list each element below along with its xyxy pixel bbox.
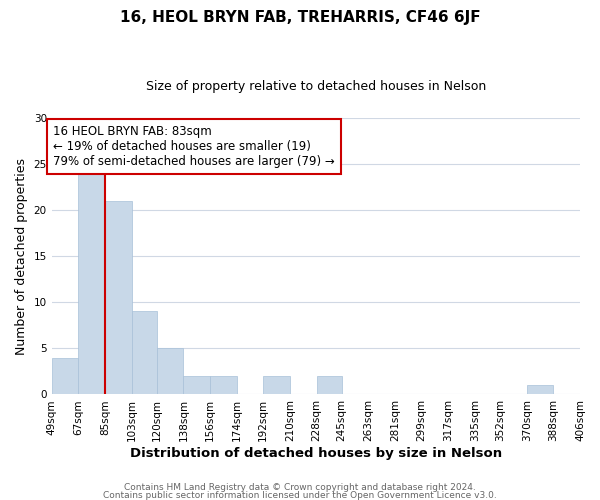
Bar <box>317 376 342 394</box>
Text: Contains HM Land Registry data © Crown copyright and database right 2024.: Contains HM Land Registry data © Crown c… <box>124 484 476 492</box>
Bar <box>263 376 290 394</box>
Bar <box>79 164 105 394</box>
Bar <box>527 385 553 394</box>
Bar <box>157 348 184 395</box>
Bar <box>52 358 79 395</box>
Bar <box>184 376 210 394</box>
Title: Size of property relative to detached houses in Nelson: Size of property relative to detached ho… <box>146 80 486 93</box>
Bar <box>210 376 236 394</box>
Text: 16 HEOL BRYN FAB: 83sqm
← 19% of detached houses are smaller (19)
79% of semi-de: 16 HEOL BRYN FAB: 83sqm ← 19% of detache… <box>53 125 335 168</box>
Y-axis label: Number of detached properties: Number of detached properties <box>15 158 28 354</box>
Bar <box>131 312 157 394</box>
Text: Contains public sector information licensed under the Open Government Licence v3: Contains public sector information licen… <box>103 490 497 500</box>
X-axis label: Distribution of detached houses by size in Nelson: Distribution of detached houses by size … <box>130 447 502 460</box>
Text: 16, HEOL BRYN FAB, TREHARRIS, CF46 6JF: 16, HEOL BRYN FAB, TREHARRIS, CF46 6JF <box>119 10 481 25</box>
Bar <box>105 201 131 394</box>
